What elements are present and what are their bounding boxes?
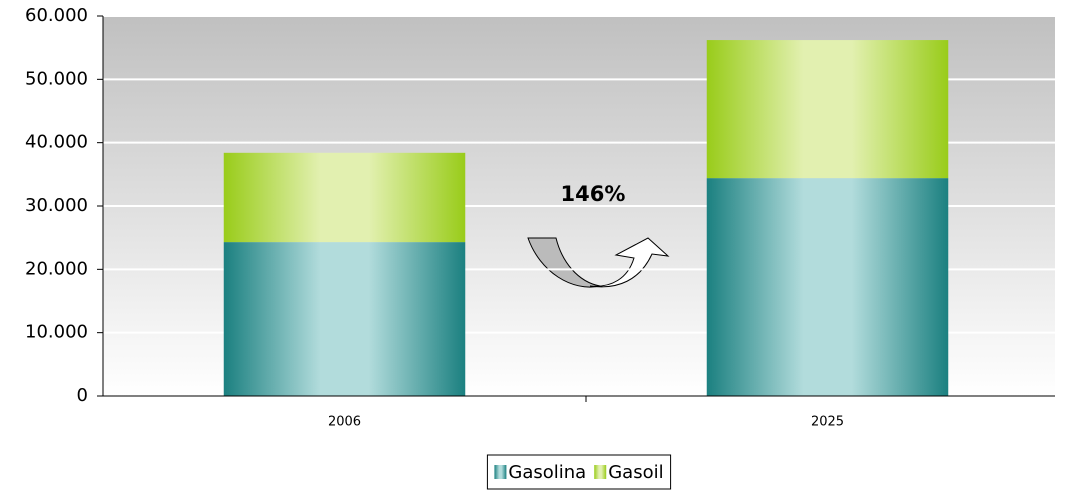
- annotation: 146%: [561, 182, 626, 206]
- y-tick-label: 20.000: [25, 258, 88, 279]
- x-tick-label: 2006: [328, 415, 361, 430]
- y-tick-label: 30.000: [25, 195, 88, 216]
- legend-label: Gasolina: [508, 462, 586, 483]
- legend-swatch: [494, 465, 507, 479]
- bar-segment: [223, 152, 466, 243]
- y-tick-label: 50.000: [25, 68, 88, 89]
- legend-label: Gasoil: [608, 462, 663, 483]
- x-tick-label: 2025: [811, 415, 844, 430]
- y-tick-label: 10.000: [25, 322, 88, 343]
- y-tick-label: 40.000: [25, 132, 88, 153]
- legend-box: [486, 454, 672, 490]
- y-tick-label: 0: [77, 385, 88, 406]
- bar-segment: [223, 242, 466, 396]
- legend-swatch: [594, 465, 607, 479]
- y-tick-label: 60.000: [25, 5, 88, 26]
- arrow: [527, 237, 670, 288]
- legend: Gasolina Gasoil: [486, 454, 672, 490]
- bar-segment: [706, 178, 949, 396]
- bar-segment: [706, 40, 949, 179]
